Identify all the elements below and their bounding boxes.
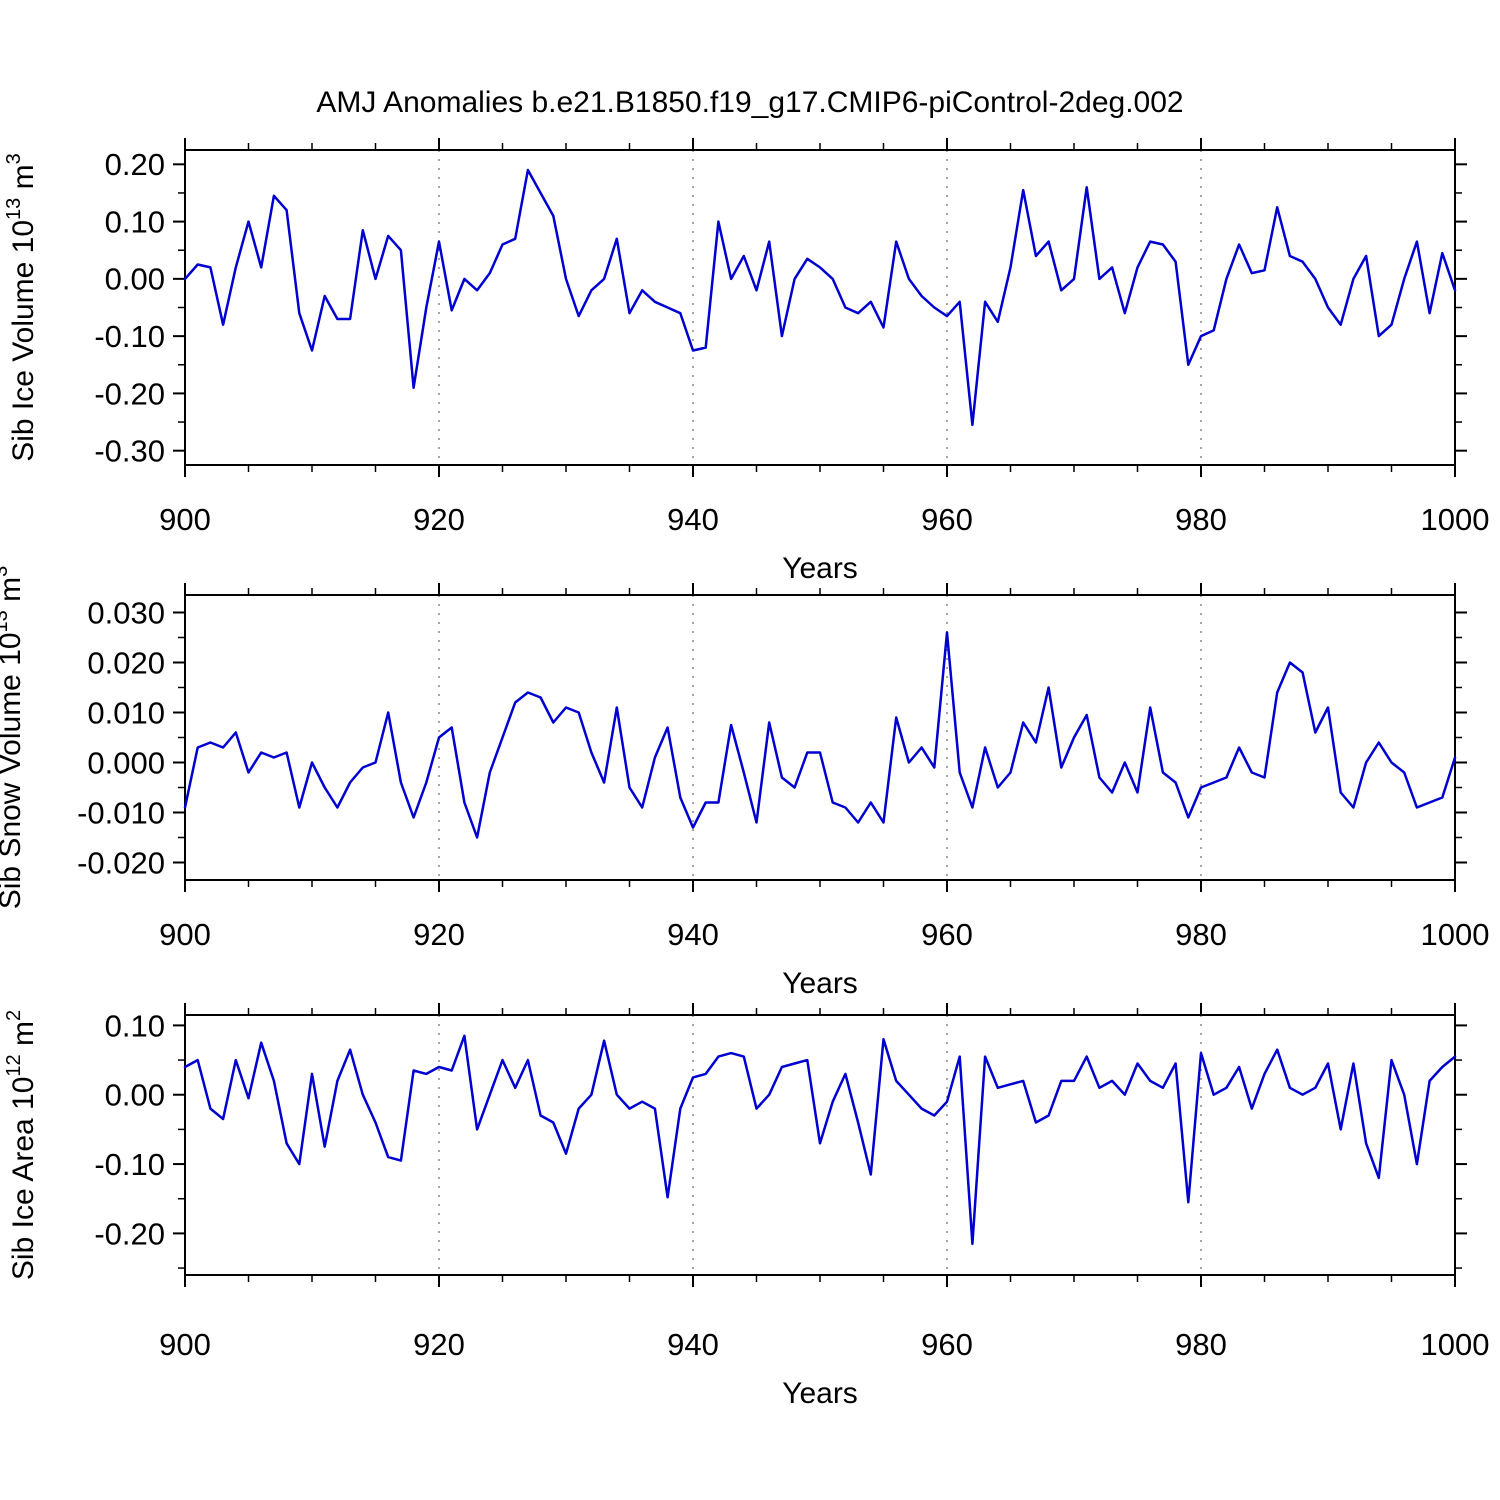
x-tick-label: 900 [159, 1327, 211, 1362]
x-tick-label: 980 [1175, 502, 1227, 537]
series-line-sib-ice-area [183, 1034, 1457, 1246]
x-tick-label: 940 [667, 917, 719, 952]
plot-frame [184, 594, 1456, 881]
x-axis-label: Years [782, 552, 858, 585]
y-tick-label: 0.10 [105, 1008, 165, 1043]
y-tick-label: -0.010 [77, 795, 165, 830]
x-tick-label: 900 [159, 502, 211, 537]
x-axis-label: Years [782, 967, 858, 1000]
panel-sib-ice-area: 900 920 940 960 980 1000 0.10 0.00 -0.10 -0.20 Yea… [3, 1003, 1489, 1410]
x-tick-label: 920 [413, 917, 465, 952]
y-tick-label: -0.20 [94, 376, 165, 411]
x-tick-label: 960 [921, 1327, 973, 1362]
x-tick-label: 940 [667, 1327, 719, 1362]
x-tick-label: 1000 [1421, 502, 1490, 537]
y-tick-label: -0.30 [94, 434, 165, 469]
x-tick-label: 920 [413, 1327, 465, 1362]
y-tick-label: -0.020 [77, 845, 165, 880]
x-tick-label: 960 [921, 502, 973, 537]
plot-frame [184, 1014, 1456, 1276]
y-tick-label: -0.10 [94, 319, 165, 354]
plot-frame [184, 149, 1456, 466]
x-tick-label: 960 [921, 917, 973, 952]
y-tick-label: -0.10 [94, 1147, 165, 1182]
x-tick-label: 940 [667, 502, 719, 537]
x-tick-label: 1000 [1421, 917, 1490, 952]
y-axis-label: Sib Ice Volume 1013 m3 [3, 153, 40, 462]
chart-title: AMJ Anomalies b.e21.B1850.f19_g17.CMIP6-… [316, 86, 1184, 119]
y-tick-label: -0.20 [94, 1216, 165, 1251]
x-tick-label: 900 [159, 917, 211, 952]
y-axis-label: Sib Ice Area 1012 m2 [3, 1010, 40, 1280]
panel-sib-ice-volume: 900 920 940 960 980 1000 0.20 0.10 0.00 -0.10 -0.2… [3, 138, 1489, 585]
y-axis-label: Sib Snow Volume 1013 m3 [0, 566, 27, 910]
y-tick-label: 0.000 [87, 745, 165, 780]
x-tick-label: 920 [413, 502, 465, 537]
y-tick-label: 0.00 [105, 1078, 165, 1113]
y-tick-label: 0.010 [87, 695, 165, 730]
x-tick-label: 980 [1175, 917, 1227, 952]
y-tick-label: 0.20 [105, 147, 165, 182]
series-line-sib-ice-volume [183, 168, 1457, 427]
x-tick-label: 980 [1175, 1327, 1227, 1362]
y-tick-label: 0.020 [87, 645, 165, 680]
y-tick-label: 0.10 [105, 204, 165, 239]
x-axis-label: Years [782, 1377, 858, 1410]
panel-sib-snow-volume: 900 920 940 960 980 1000 0.030 0.020 0.010 0.000 -… [0, 566, 1489, 1000]
x-tick-label: 1000 [1421, 1327, 1490, 1362]
y-tick-label: 0.00 [105, 262, 165, 297]
y-tick-label: 0.030 [87, 595, 165, 630]
series-line-sib-snow-volume [183, 631, 1457, 839]
